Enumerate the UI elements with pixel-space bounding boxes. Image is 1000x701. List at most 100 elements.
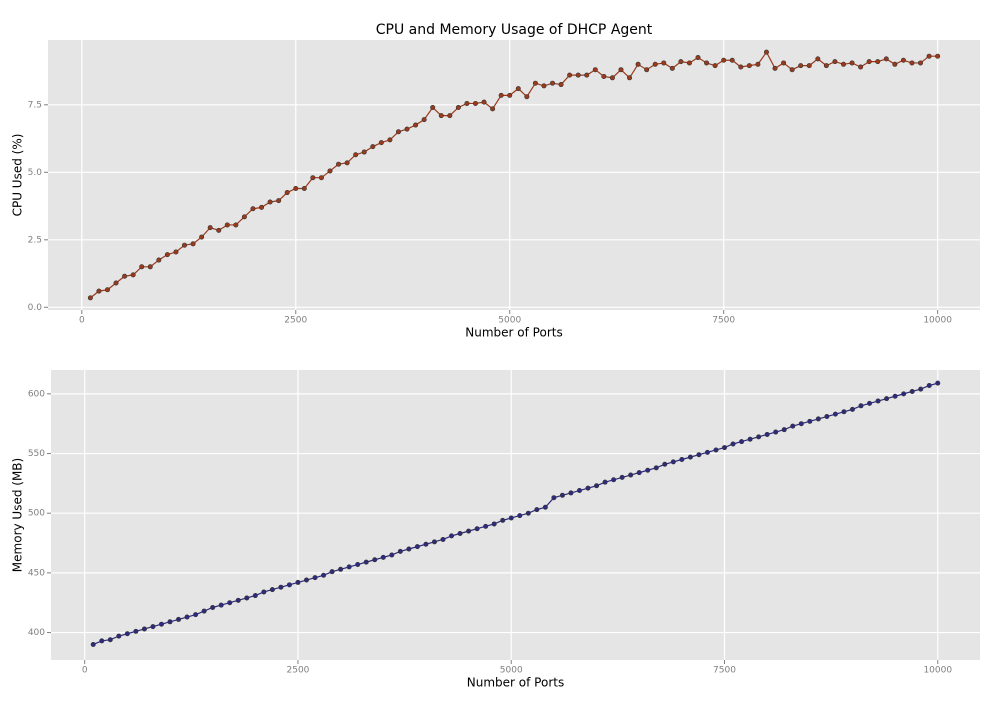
data-point [176, 616, 182, 622]
data-point [645, 467, 651, 473]
data-point [781, 60, 787, 66]
data-point [353, 152, 359, 158]
chart-title: CPU and Memory Usage of DHCP Agent [376, 22, 653, 38]
data-point [286, 582, 292, 588]
data-point [344, 160, 350, 166]
data-point [389, 552, 395, 558]
data-point [474, 526, 480, 532]
data-point [764, 431, 770, 437]
x-tick-label: 7500 [712, 316, 735, 326]
data-point [517, 513, 523, 519]
data-point [525, 510, 531, 516]
data-point [483, 523, 489, 529]
data-point [619, 474, 625, 480]
data-point [926, 53, 932, 59]
data-point [789, 67, 795, 73]
data-point [164, 252, 170, 258]
data-point [747, 436, 753, 442]
y-tick-label: 450 [28, 568, 45, 578]
data-point [627, 75, 633, 81]
data-point [832, 59, 838, 65]
data-point [798, 421, 804, 427]
x-tick-label: 0 [79, 316, 85, 326]
data-point [201, 608, 207, 614]
x-tick-label: 2500 [284, 316, 307, 326]
data-point [636, 470, 642, 476]
data-point [107, 637, 113, 643]
data-point [447, 113, 453, 119]
x-tick-label: 2500 [287, 666, 310, 676]
data-point [490, 106, 496, 112]
data-point [695, 55, 701, 61]
data-point [199, 234, 205, 240]
data-point [592, 67, 598, 73]
data-point [534, 507, 540, 513]
data-point [491, 521, 497, 527]
data-point [329, 569, 335, 575]
data-point [210, 604, 216, 610]
data-point [935, 380, 941, 386]
data-point [662, 461, 668, 467]
data-point [798, 63, 804, 69]
data-point [883, 56, 889, 62]
data-point [397, 548, 403, 554]
data-point [327, 168, 333, 174]
data-point [635, 61, 641, 67]
data-point [235, 597, 241, 603]
data-point [678, 59, 684, 65]
data-point [858, 403, 864, 409]
data-point [738, 64, 744, 70]
y-tick-label: 2.5 [28, 235, 42, 245]
data-point [652, 61, 658, 67]
data-point [653, 465, 659, 471]
data-point [122, 273, 128, 279]
data-point [147, 264, 153, 270]
data-point [858, 64, 864, 70]
data-point [532, 80, 538, 86]
data-point [449, 533, 455, 539]
data-point [892, 61, 898, 67]
data-point [746, 63, 752, 69]
data-point [244, 595, 250, 601]
data-point [261, 589, 267, 595]
data-point [722, 445, 728, 451]
data-point [99, 638, 105, 644]
data-point [832, 411, 838, 417]
data-point [500, 517, 506, 523]
y-tick-label: 500 [28, 509, 45, 519]
data-point [431, 539, 437, 545]
data-point [644, 67, 650, 73]
y-axis-title: Memory Used (MB) [11, 458, 25, 572]
y-tick-label: 5.0 [28, 168, 43, 178]
data-point [173, 249, 179, 255]
data-point [892, 393, 898, 399]
data-line [89, 51, 938, 299]
data-point [312, 575, 318, 581]
data-point [184, 614, 190, 620]
data-point [167, 619, 173, 625]
data-point [926, 383, 932, 389]
data-point [346, 564, 352, 570]
data-point [524, 94, 530, 100]
data-point [815, 416, 821, 422]
data-point [806, 63, 812, 69]
data-point [303, 577, 309, 583]
data-point [601, 73, 607, 79]
plot-panel [48, 40, 980, 310]
data-point [609, 75, 615, 81]
data-point [772, 65, 778, 71]
data-point [584, 72, 590, 78]
data-point [224, 222, 230, 228]
data-point [568, 490, 574, 496]
data-point [763, 49, 769, 55]
data-point [713, 447, 719, 453]
data-point [559, 492, 565, 498]
data-point [464, 100, 470, 106]
data-point [824, 414, 830, 420]
data-point [884, 396, 890, 402]
data-point [455, 105, 461, 111]
data-point [704, 60, 710, 66]
data-point [602, 479, 608, 485]
data-point [90, 641, 96, 647]
data-point [807, 418, 813, 424]
